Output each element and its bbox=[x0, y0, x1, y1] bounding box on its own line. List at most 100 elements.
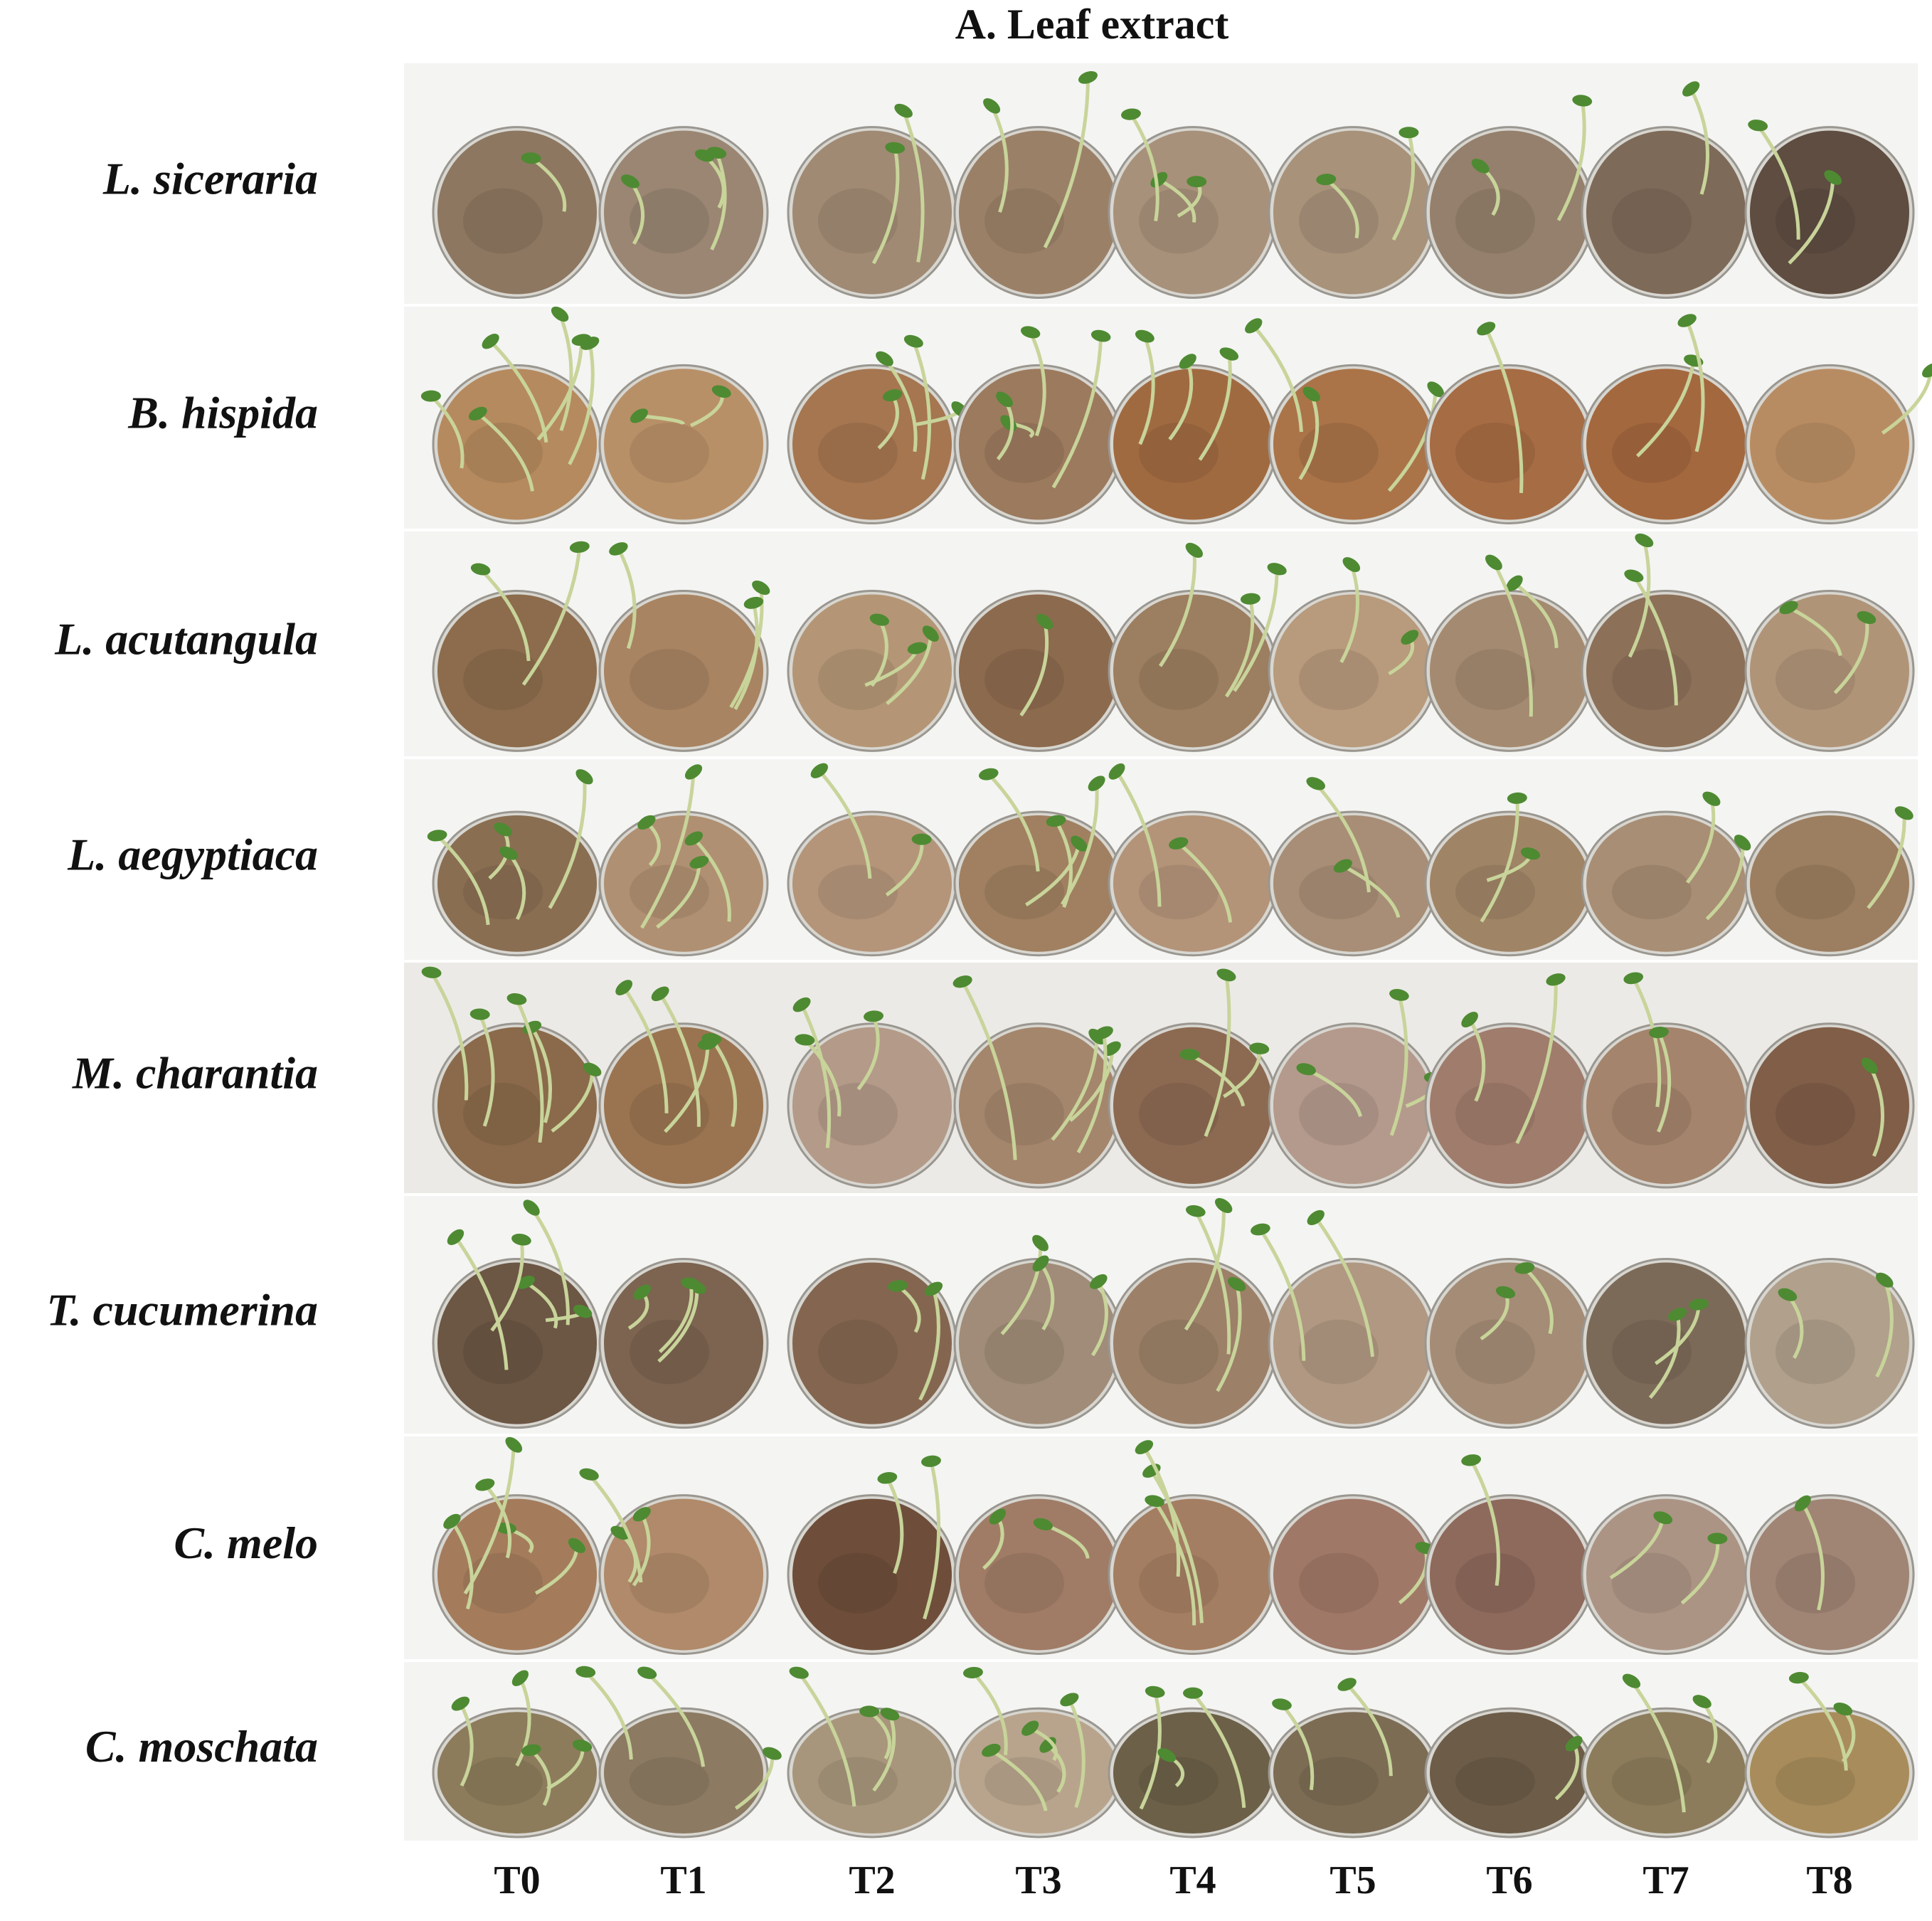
seedling-stem bbox=[1280, 1703, 1315, 1791]
soil-shade bbox=[463, 1757, 543, 1806]
seedling-leaf bbox=[1032, 1234, 1049, 1251]
soil bbox=[959, 1262, 1118, 1424]
seedling-leaf bbox=[922, 625, 939, 642]
seedling-leaf bbox=[1702, 791, 1721, 806]
soil-shade bbox=[818, 1552, 898, 1614]
seedling-stem bbox=[1467, 1018, 1486, 1102]
seedling-leaf bbox=[579, 1468, 599, 1481]
soil-shade bbox=[1299, 1319, 1379, 1385]
seedling-leaf bbox=[620, 174, 639, 189]
seedling-stem bbox=[885, 839, 924, 896]
seedling-stem bbox=[871, 147, 900, 265]
column-label: T3 bbox=[1015, 1858, 1061, 1903]
seedling-stem bbox=[551, 1069, 594, 1133]
seedling-leaf bbox=[1032, 1255, 1049, 1272]
seedling-leaf bbox=[494, 822, 513, 837]
seedling-stem bbox=[1184, 1205, 1226, 1331]
seedling-stem bbox=[1654, 1304, 1701, 1365]
soil bbox=[604, 1262, 763, 1424]
soil bbox=[959, 1498, 1118, 1651]
seedling-stem bbox=[1142, 1446, 1181, 1577]
seedling-stem bbox=[664, 1044, 710, 1133]
soil bbox=[604, 1027, 763, 1185]
seedling-leaf bbox=[1306, 777, 1325, 790]
seedling-leaf bbox=[743, 596, 764, 609]
seedling-stem bbox=[507, 852, 526, 921]
seedling-stem bbox=[645, 1671, 706, 1767]
labels: L. siceraria B. hispida L. acutangula L. ae… bbox=[46, 154, 1852, 1903]
seedling-leaf bbox=[1398, 127, 1419, 139]
seedling-leaf bbox=[1036, 613, 1053, 630]
seedling-stem bbox=[1867, 813, 1906, 909]
seedling-stem bbox=[530, 1207, 570, 1325]
seedling-leaf bbox=[499, 846, 519, 860]
seedling-stem bbox=[1138, 335, 1155, 445]
soil-shade bbox=[1776, 423, 1855, 483]
soil bbox=[1273, 594, 1433, 748]
seedling-leaf bbox=[996, 391, 1013, 408]
seedling-leaf bbox=[1219, 347, 1239, 361]
seedling-leaf bbox=[521, 1744, 541, 1757]
seedling-leaf bbox=[911, 833, 932, 845]
soil bbox=[1430, 1498, 1589, 1651]
seedling-leaf bbox=[681, 1277, 701, 1290]
soil bbox=[1586, 1712, 1746, 1833]
soil-shade bbox=[1776, 1082, 1855, 1145]
seedling-stem bbox=[530, 1026, 553, 1123]
soil-shade bbox=[630, 864, 709, 920]
soil-shade bbox=[1612, 648, 1692, 710]
seedling-leaf bbox=[864, 1010, 883, 1022]
seedling-leaf bbox=[1485, 554, 1502, 571]
seedling-leaf bbox=[1778, 1288, 1798, 1301]
soil bbox=[959, 369, 1118, 520]
soil bbox=[1430, 1712, 1589, 1833]
seedling-leaf bbox=[575, 769, 593, 785]
seedling-leaf bbox=[651, 986, 669, 1002]
seedling-stem bbox=[1686, 798, 1716, 884]
soil bbox=[604, 594, 763, 748]
seedling-stem bbox=[515, 998, 544, 1143]
seedling-stem bbox=[1554, 1742, 1580, 1801]
seedling-leaf bbox=[1653, 1511, 1673, 1525]
seedling-stem bbox=[1115, 771, 1162, 907]
seedling-stem bbox=[1685, 319, 1705, 453]
row-label: L. siceraria bbox=[102, 154, 318, 204]
seedling-leaf bbox=[888, 1280, 908, 1292]
soil bbox=[1273, 369, 1433, 520]
seedling-leaf bbox=[1272, 1698, 1292, 1710]
seedling-leaf bbox=[903, 334, 923, 348]
soil-shade bbox=[1139, 648, 1219, 710]
seedling-leaf bbox=[1145, 1685, 1165, 1698]
soil-shade bbox=[1299, 423, 1379, 483]
seedling-leaf bbox=[795, 1034, 815, 1046]
seedling-leaf bbox=[1302, 386, 1320, 402]
seedling-stem bbox=[450, 1520, 474, 1610]
seedling-stem bbox=[1648, 1313, 1681, 1399]
seedling-stem bbox=[1756, 124, 1800, 240]
seedling-leaf bbox=[1622, 1673, 1641, 1688]
seedling-leaf bbox=[447, 1229, 465, 1245]
seedling-leaf bbox=[1734, 835, 1751, 851]
seedling-stem bbox=[640, 771, 696, 929]
soil-shade bbox=[1455, 1757, 1535, 1806]
seedling-leaf bbox=[1249, 1042, 1270, 1054]
seedling-stem bbox=[990, 1748, 1048, 1811]
seedling-stem bbox=[1305, 1067, 1363, 1117]
seedling-stem bbox=[1054, 820, 1073, 909]
seedling-stem bbox=[1342, 864, 1401, 919]
seedling-stem bbox=[479, 568, 531, 662]
seedling-leaf bbox=[1389, 989, 1409, 1001]
seedling-leaf bbox=[637, 1666, 657, 1679]
soil bbox=[604, 815, 763, 952]
seedling-stem bbox=[1788, 177, 1835, 265]
seedling-leaf bbox=[1216, 968, 1236, 982]
seedling-leaf bbox=[1477, 322, 1496, 336]
soil bbox=[792, 1712, 952, 1833]
soil-shade bbox=[1299, 648, 1379, 710]
seedling-leaf bbox=[894, 103, 913, 118]
seedling-stem bbox=[588, 1473, 643, 1583]
seedling-leaf bbox=[1135, 329, 1155, 343]
seedling-stem bbox=[1194, 1210, 1231, 1355]
seedling-stem bbox=[1689, 88, 1710, 195]
soil-shade bbox=[1455, 864, 1535, 920]
